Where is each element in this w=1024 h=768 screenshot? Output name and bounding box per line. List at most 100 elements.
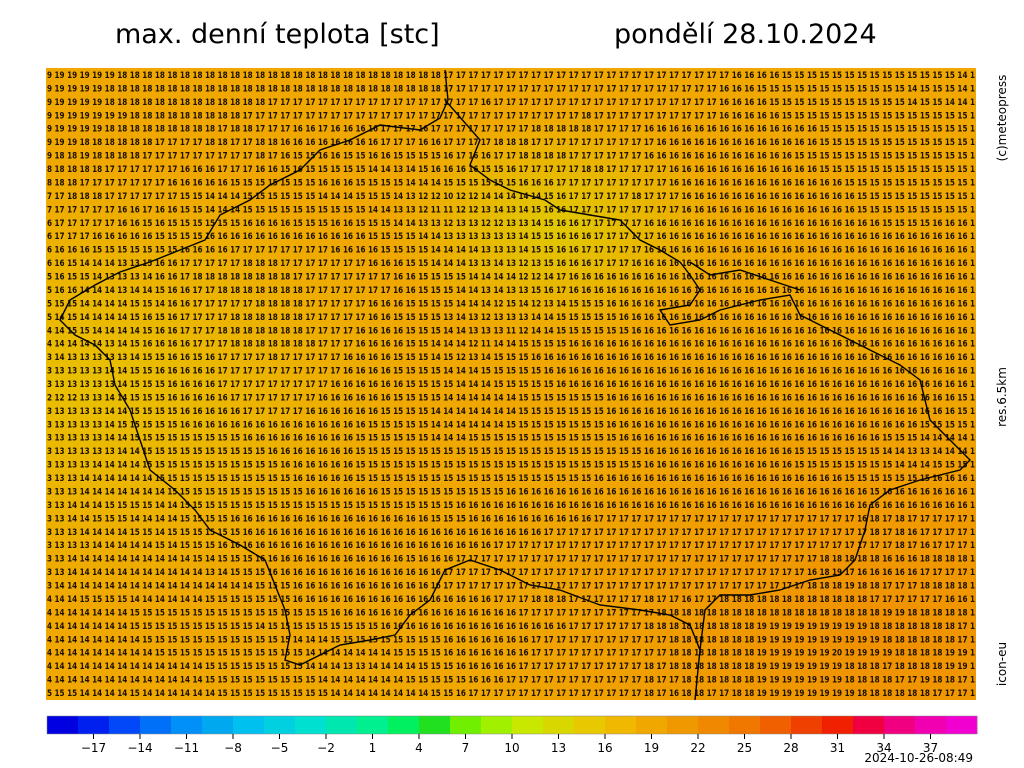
colorbar-tick-label: −8 — [224, 741, 242, 755]
value-grid: 9 19 19 19 19 19 18 18 18 18 18 18 18 18… — [47, 70, 975, 698]
colorbar-segment — [822, 716, 854, 734]
colorbar-segment — [47, 716, 79, 734]
value-row: 3 13 13 13 13 14 14 15 15 15 15 16 16 16… — [47, 406, 975, 416]
colorbar-segment — [512, 716, 544, 734]
colorbar-segment — [760, 716, 792, 734]
value-row: 3 13 14 14 14 15 15 15 15 14 14 15 15 15… — [47, 500, 975, 510]
colorbar-segment — [543, 716, 575, 734]
colorbar-segment — [357, 716, 389, 734]
colorbar-segment — [450, 716, 482, 734]
colorbar-segment — [853, 716, 885, 734]
value-row: 5 15 15 14 14 14 14 15 15 14 16 16 17 17… — [47, 298, 975, 308]
value-row: 4 14 14 14 14 14 14 14 14 14 14 14 14 15… — [47, 675, 975, 685]
colorbar-segment — [636, 716, 668, 734]
value-row: 9 19 19 19 19 19 18 18 18 18 18 18 18 18… — [47, 70, 975, 80]
colorbar-segment — [109, 716, 141, 734]
colorbar-segment — [388, 716, 420, 734]
value-row: 7 17 17 17 17 17 16 16 17 16 16 15 15 14… — [47, 204, 975, 214]
value-row: 8 18 18 18 18 17 17 17 17 17 17 16 16 16… — [47, 164, 975, 174]
value-row: 9 19 19 19 19 18 18 18 18 18 18 18 18 18… — [47, 83, 975, 93]
borders — [59, 69, 971, 701]
value-row: 7 17 18 18 18 17 17 17 17 17 17 15 15 14… — [47, 191, 975, 201]
value-row: 4 14 14 14 14 14 14 15 15 15 15 15 15 15… — [47, 621, 975, 631]
copyright: (c)meteopress — [995, 75, 1009, 162]
value-row: 5 14 15 14 14 14 14 15 16 15 16 17 17 17… — [47, 312, 975, 322]
colorbar-segment — [140, 716, 172, 734]
value-row: 4 14 14 14 14 14 14 15 15 15 15 15 15 15… — [47, 607, 975, 617]
value-row: 6 16 16 16 15 15 15 15 15 15 15 16 16 16… — [47, 245, 975, 255]
resolution: res.6.5km — [995, 367, 1009, 427]
value-row: 4 14 14 14 14 13 14 15 16 16 16 16 17 17… — [47, 339, 975, 349]
value-row: 3 13 13 13 13 13 14 14 15 15 15 15 15 15… — [47, 446, 975, 456]
value-row: 3 13 13 13 13 13 14 15 15 15 16 16 16 16… — [47, 379, 975, 389]
value-row: 6 16 15 14 14 14 13 13 15 16 16 17 17 17… — [47, 258, 975, 268]
colorbar-segment — [326, 716, 358, 734]
colorbar-segment — [915, 716, 947, 734]
value-row: 3 13 13 13 13 14 14 15 15 16 16 16 16 16… — [47, 366, 975, 376]
value-row: 3 13 13 14 14 14 14 15 15 14 15 15 15 15… — [47, 527, 975, 537]
colorbar-tick-label: 28 — [783, 741, 798, 755]
value-row: 3 13 13 14 14 14 14 14 14 14 15 15 15 15… — [47, 486, 975, 496]
value-row: 5 16 15 15 14 13 13 13 14 16 16 17 18 18… — [47, 272, 975, 282]
value-row: 3 13 14 14 14 14 14 14 14 14 14 14 14 13… — [47, 567, 975, 577]
colorbar-tick-label: 4 — [415, 741, 423, 755]
colorbar-segment — [419, 716, 451, 734]
value-row: 4 14 15 15 14 14 14 14 15 16 16 17 17 17… — [47, 325, 975, 335]
colorbar-tick-label: −5 — [271, 741, 289, 755]
value-row: 6 17 17 17 16 16 16 16 16 15 15 15 15 16… — [47, 231, 975, 241]
value-row: 5 15 15 14 14 14 14 15 14 14 14 14 14 14… — [47, 688, 975, 698]
timestamp: 2024-10-26-08:49 — [864, 751, 973, 765]
colorbar-segment — [202, 716, 234, 734]
colorbar-segment — [574, 716, 606, 734]
colorbar-segment — [295, 716, 327, 734]
colorbar-tick-label: 22 — [690, 741, 705, 755]
colorbar-segment — [667, 716, 699, 734]
value-row: 3 13 13 13 13 14 15 15 15 15 15 16 16 16… — [47, 419, 975, 429]
value-row: 3 14 14 14 14 14 14 14 14 14 14 14 14 14… — [47, 581, 975, 591]
value-row: 5 16 16 14 14 14 13 14 14 15 16 16 17 17… — [47, 285, 975, 295]
colorbar-tick-label: 10 — [504, 741, 519, 755]
value-row: 9 19 19 19 19 19 19 18 18 18 18 18 18 18… — [47, 110, 975, 120]
title: max. denní teplota [stc] — [115, 19, 440, 50]
value-row: 9 19 19 18 18 18 18 18 18 17 17 17 17 18… — [47, 137, 975, 147]
colorbar-tick-label: 1 — [369, 741, 377, 755]
value-row: 3 13 13 14 14 14 14 14 14 15 15 15 15 15… — [47, 473, 975, 483]
colorbar-tick-label: 37 — [923, 741, 938, 755]
value-row: 3 13 13 13 14 14 14 14 15 15 15 15 15 15… — [47, 460, 975, 470]
date: pondělí 28.10.2024 — [614, 19, 877, 50]
value-row: 3 13 13 13 13 14 14 15 15 15 15 15 15 15… — [47, 433, 975, 443]
colorbar-tick-label: −14 — [127, 741, 152, 755]
colorbar-segment — [481, 716, 513, 734]
colorbar-segment — [884, 716, 916, 734]
value-row: 3 13 14 14 15 15 15 14 14 14 14 15 15 15… — [47, 513, 975, 523]
colorbar-segment — [233, 716, 265, 734]
value-row: 3 14 13 13 13 13 13 14 15 15 16 16 15 16… — [47, 352, 975, 362]
value-row: 2 12 12 13 13 14 14 15 15 15 16 16 16 16… — [47, 392, 975, 402]
colorbar-tick-label: 31 — [830, 741, 845, 755]
value-row: 6 17 17 17 17 17 16 16 15 16 15 15 15 15… — [47, 218, 975, 228]
colorbar-tick-label: 25 — [737, 741, 752, 755]
value-row: 4 14 14 14 14 14 14 14 14 15 15 15 15 15… — [47, 648, 975, 658]
colorbar-tick-label: −11 — [174, 741, 199, 755]
colorbar-segment — [698, 716, 730, 734]
colorbar-segment — [264, 716, 296, 734]
colorbar-segment — [78, 716, 110, 734]
colorbar-segment — [791, 716, 823, 734]
map-shade — [46, 68, 976, 700]
colorbar-tick-label: 19 — [644, 741, 659, 755]
colorbar-tick-label: 13 — [551, 741, 566, 755]
colorbar: −17 −14 −11 −8 −5 −2 1 4 7 10 13 16 19 22 25 28 31 34 37 — [46, 715, 978, 755]
value-row: 9 19 19 19 19 18 18 18 18 18 18 18 18 18… — [47, 97, 975, 107]
value-row: 9 18 18 19 18 18 18 18 17 17 17 17 17 17… — [47, 151, 975, 161]
colorbar-segment — [729, 716, 761, 734]
value-row: 4 14 14 14 14 14 14 14 15 15 15 15 15 15… — [47, 634, 975, 644]
value-row: 3 13 14 14 14 14 14 14 14 14 14 14 15 14… — [47, 554, 975, 564]
colorbar-tick-label: −2 — [317, 741, 335, 755]
colorbar-tick-label: 7 — [462, 741, 470, 755]
colorbar-tick-label: 16 — [597, 741, 612, 755]
colorbar-tick-label: 34 — [876, 741, 891, 755]
value-row: 8 18 18 17 17 17 17 17 17 17 16 16 16 16… — [47, 177, 975, 187]
value-row: 9 19 19 19 19 18 18 18 18 18 18 18 18 18… — [47, 124, 975, 134]
